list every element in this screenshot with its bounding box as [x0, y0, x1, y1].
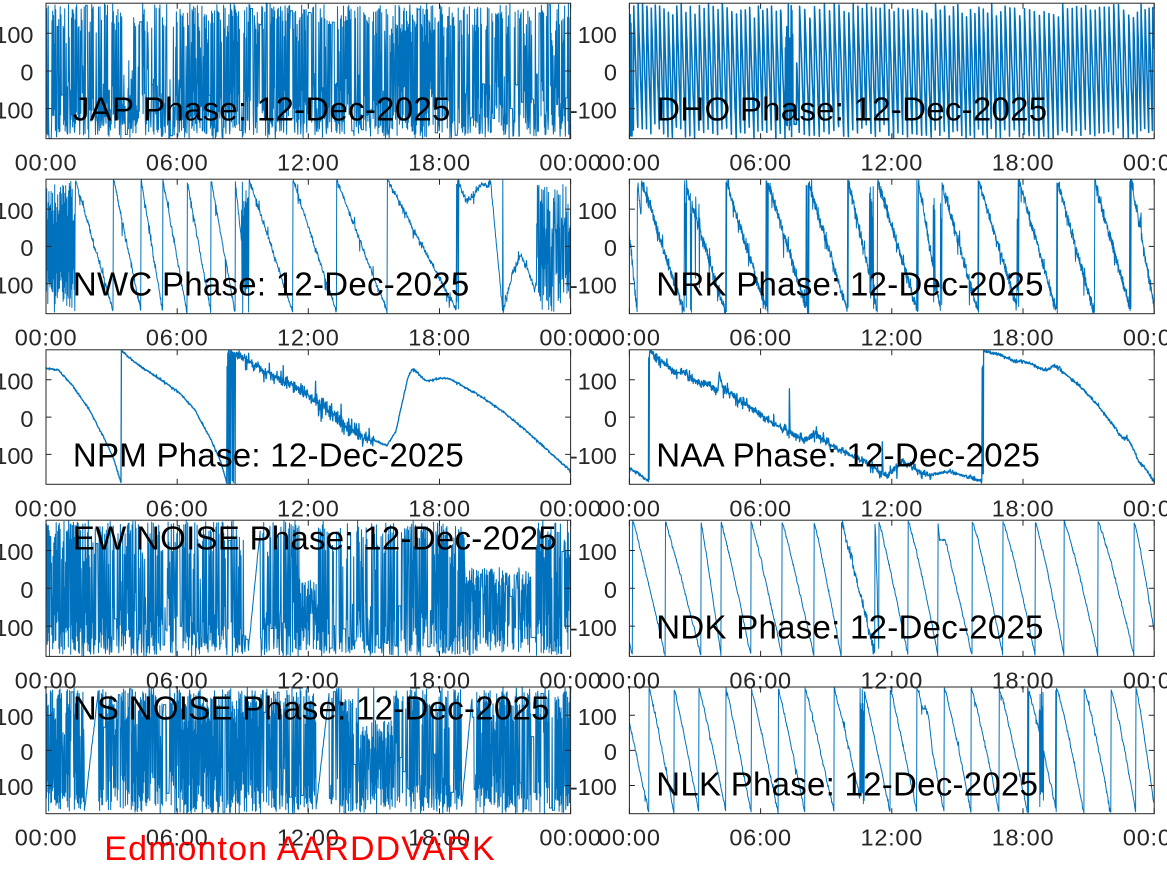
svg-text:NDK Phase: 12-Dec-2025: NDK Phase: 12-Dec-2025	[656, 608, 1043, 645]
svg-text:18:00: 18:00	[992, 495, 1055, 521]
svg-text:00:00: 00:00	[1123, 667, 1167, 693]
svg-text:0: 0	[20, 235, 33, 261]
svg-text:100: 100	[0, 704, 34, 730]
svg-text:-100: -100	[570, 443, 617, 469]
svg-text:0: 0	[604, 406, 617, 432]
svg-text:06:00: 06:00	[146, 825, 209, 851]
svg-text:06:00: 06:00	[146, 325, 209, 351]
svg-text:00:00: 00:00	[15, 825, 78, 851]
svg-text:100: 100	[578, 368, 617, 394]
svg-text:0: 0	[604, 739, 617, 765]
svg-text:0: 0	[604, 577, 617, 603]
svg-text:00:00: 00:00	[15, 325, 78, 351]
svg-text:NLK Phase: 12-Dec-2025: NLK Phase: 12-Dec-2025	[656, 766, 1038, 803]
svg-text:06:00: 06:00	[729, 825, 792, 851]
svg-text:00:00: 00:00	[539, 150, 602, 176]
svg-text:12:00: 12:00	[861, 495, 924, 521]
svg-text:18:00: 18:00	[992, 825, 1055, 851]
svg-text:NWC Phase: 12-Dec-2025: NWC Phase: 12-Dec-2025	[73, 266, 470, 303]
svg-text:00:00: 00:00	[539, 325, 602, 351]
svg-text:06:00: 06:00	[729, 495, 792, 521]
svg-text:NRK Phase: 12-Dec-2025: NRK Phase: 12-Dec-2025	[656, 266, 1043, 303]
svg-text:-100: -100	[570, 273, 617, 299]
svg-text:100: 100	[578, 22, 617, 48]
svg-text:00:00: 00:00	[1123, 150, 1167, 176]
svg-text:12:00: 12:00	[861, 150, 924, 176]
svg-text:0: 0	[20, 739, 33, 765]
svg-text:-100: -100	[0, 774, 34, 800]
svg-text:18:00: 18:00	[408, 825, 471, 851]
svg-text:18:00: 18:00	[408, 325, 471, 351]
svg-text:00:00: 00:00	[539, 825, 602, 851]
svg-text:00:00: 00:00	[598, 150, 661, 176]
svg-text:100: 100	[578, 198, 617, 224]
svg-text:18:00: 18:00	[992, 150, 1055, 176]
svg-text:06:00: 06:00	[146, 495, 209, 521]
svg-text:06:00: 06:00	[146, 150, 209, 176]
svg-text:00:00: 00:00	[1123, 825, 1167, 851]
svg-text:-100: -100	[0, 273, 34, 299]
svg-text:EW NOISE Phase: 12-Dec-2025: EW NOISE Phase: 12-Dec-2025	[73, 520, 557, 557]
svg-text:00:00: 00:00	[15, 495, 78, 521]
svg-text:NAA Phase: 12-Dec-2025: NAA Phase: 12-Dec-2025	[656, 436, 1040, 473]
svg-text:100: 100	[0, 368, 34, 394]
svg-text:0: 0	[20, 60, 33, 86]
svg-text:0: 0	[20, 406, 33, 432]
svg-text:-100: -100	[0, 97, 34, 123]
svg-text:06:00: 06:00	[729, 150, 792, 176]
svg-text:18:00: 18:00	[992, 325, 1055, 351]
svg-text:00:00: 00:00	[539, 495, 602, 521]
svg-text:12:00: 12:00	[277, 150, 340, 176]
svg-text:100: 100	[0, 198, 34, 224]
svg-text:18:00: 18:00	[408, 495, 471, 521]
svg-text:JAP Phase: 12-Dec-2025: JAP Phase: 12-Dec-2025	[73, 91, 451, 128]
svg-text:0: 0	[20, 577, 33, 603]
svg-text:DHO Phase: 12-Dec-2025: DHO Phase: 12-Dec-2025	[656, 91, 1047, 128]
svg-text:100: 100	[578, 704, 617, 730]
svg-text:100: 100	[0, 539, 34, 565]
svg-text:-100: -100	[0, 443, 34, 469]
svg-text:Edmonton AARDDVARK: Edmonton AARDDVARK	[104, 830, 495, 868]
svg-text:0: 0	[604, 60, 617, 86]
svg-text:00:00: 00:00	[598, 825, 661, 851]
svg-text:00:00: 00:00	[15, 150, 78, 176]
svg-text:-100: -100	[570, 774, 617, 800]
svg-text:100: 100	[0, 22, 34, 48]
svg-text:100: 100	[578, 539, 617, 565]
svg-text:-100: -100	[570, 615, 617, 641]
svg-text:NS NOISE Phase: 12-Dec-2025: NS NOISE Phase: 12-Dec-2025	[73, 690, 550, 727]
svg-text:12:00: 12:00	[861, 325, 924, 351]
svg-text:NPM Phase: 12-Dec-2025: NPM Phase: 12-Dec-2025	[73, 436, 464, 473]
svg-text:18:00: 18:00	[408, 150, 471, 176]
svg-text:06:00: 06:00	[729, 325, 792, 351]
svg-text:-100: -100	[0, 615, 34, 641]
svg-text:12:00: 12:00	[277, 495, 340, 521]
svg-text:12:00: 12:00	[861, 825, 924, 851]
svg-text:00:00: 00:00	[1123, 495, 1167, 521]
svg-text:00:00: 00:00	[598, 495, 661, 521]
svg-text:00:00: 00:00	[598, 325, 661, 351]
svg-text:-100: -100	[570, 97, 617, 123]
svg-text:12:00: 12:00	[277, 325, 340, 351]
svg-text:00:00: 00:00	[1123, 325, 1167, 351]
svg-text:0: 0	[604, 235, 617, 261]
svg-text:12:00: 12:00	[277, 825, 340, 851]
